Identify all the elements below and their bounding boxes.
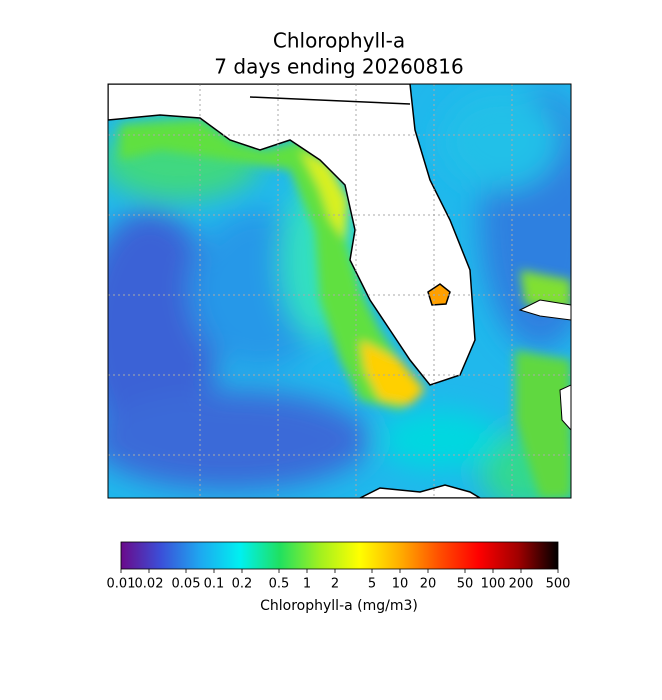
map-frame [107, 83, 572, 499]
colorbar-tick-label: 10 [392, 577, 409, 592]
colorbar-tick-label: 2 [331, 577, 339, 592]
map-image [108, 84, 571, 498]
colorbar-label: Chlorophyll-a (mg/m3) [260, 598, 418, 614]
colorbar-tick-label: 0.05 [172, 577, 201, 592]
colorbar-tick-label: 0.5 [269, 577, 290, 592]
colorbar-tick-label: 0.2 [232, 577, 253, 592]
colorbar [120, 541, 559, 570]
title-line: 7 days ending 20260816 [214, 55, 463, 79]
colorbar-tick-label: 20 [420, 577, 437, 592]
colorbar-tick-label: 5 [368, 577, 376, 592]
colorbar-tick-label: 1 [303, 577, 311, 592]
colorbar-tick-label: 0.1 [204, 577, 225, 592]
colorbar-tick-label: 0.01 [107, 577, 136, 592]
colorbar-tick-label: 100 [481, 577, 506, 592]
colorbar-tick-label: 50 [457, 577, 474, 592]
colorbar-tick-label: 500 [546, 577, 571, 592]
title-line: Chlorophyll-a [273, 29, 405, 53]
colorbar-tick-label: 200 [509, 577, 534, 592]
colorbar-tick-label: 0.02 [135, 577, 164, 592]
